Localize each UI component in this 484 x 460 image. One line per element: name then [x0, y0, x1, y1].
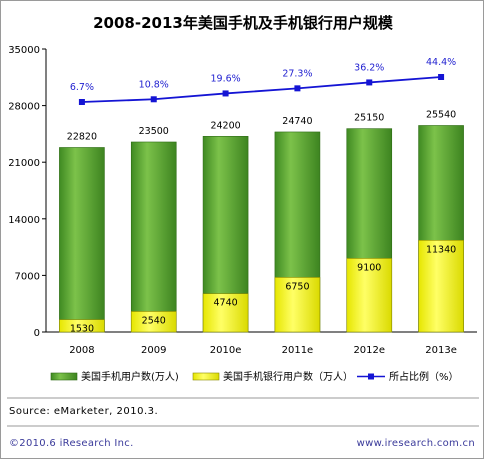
legend-label-banking-users: 美国手机银行用户数（万人） — [223, 370, 353, 383]
x-tick-label: 2012e — [353, 345, 385, 356]
x-tick-label: 2010e — [210, 345, 242, 356]
bar-banking-users — [59, 319, 105, 333]
data-label-mobile-users: 25150 — [354, 113, 384, 124]
legend-swatch-mobile-users — [50, 372, 78, 381]
legend-marker-ratio — [368, 373, 374, 380]
legend-swatch-banking-users — [192, 372, 220, 381]
data-label-ratio: 6.7% — [70, 82, 94, 93]
x-tick-labels: 2008 2009 2010e 2011e 2012e 2013e — [69, 345, 457, 356]
data-label-banking-users: 4740 — [213, 298, 237, 309]
axes — [45, 49, 477, 333]
bar-banking-users — [418, 240, 464, 333]
y-tick-label: 28000 — [8, 102, 40, 113]
data-label-ratio: 19.6% — [210, 73, 240, 84]
bar-banking-users — [130, 311, 177, 333]
y-tick-label: 35000 — [8, 45, 40, 56]
chart-title: 2008-2013年美国手机及手机银行用户规模 — [93, 14, 394, 32]
footer-url: www.iresearch.com.cn — [357, 438, 475, 449]
data-label-banking-users: 2540 — [142, 315, 166, 326]
data-label-ratio: 44.4% — [426, 57, 456, 68]
data-label-ratio: 36.2% — [354, 62, 384, 73]
bars: 22820 1530 23500 2540 24200 4740 24740 6750 2515… — [59, 109, 464, 335]
data-label-mobile-users: 22820 — [67, 131, 97, 142]
data-label-banking-users: 11340 — [426, 244, 456, 255]
source-note: Source: eMarketer, 2010.3. — [9, 406, 158, 417]
data-label-banking-users: 1530 — [70, 324, 94, 335]
bar-banking-users — [202, 293, 249, 333]
y-tick-label: 21000 — [8, 158, 40, 169]
ratio-point — [366, 79, 373, 86]
x-tick-label: 2009 — [141, 345, 166, 356]
bar-banking-users — [346, 258, 393, 333]
y-tick-label: 0 — [34, 328, 40, 339]
legend-label-ratio: 所占比例（%） — [389, 370, 459, 383]
data-label-banking-users: 6750 — [285, 281, 309, 292]
data-label-ratio: 27.3% — [282, 68, 312, 79]
bar-banking-users — [274, 277, 321, 333]
x-tick-label: 2011e — [282, 345, 314, 356]
ratio-line: 6.7% 10.8% 19.6% 27.3% 36.2% 44.4% — [70, 57, 456, 105]
ratio-point — [78, 99, 85, 105]
data-label-ratio: 10.8% — [139, 79, 169, 90]
data-label-banking-users: 9100 — [357, 262, 381, 273]
data-label-mobile-users: 23500 — [139, 126, 169, 137]
ratio-point — [438, 74, 445, 80]
y-tick-labels: 35000 28000 21000 14000 7000 0 — [8, 45, 46, 339]
legend-label-mobile-users: 美国手机用户数(万人) — [81, 370, 179, 383]
ratio-point — [294, 85, 301, 92]
x-tick-label: 2008 — [69, 345, 94, 356]
data-label-mobile-users: 24200 — [210, 120, 240, 131]
bar-mobile-users — [59, 147, 105, 333]
ratio-point — [222, 90, 229, 97]
ratio-line-path — [81, 76, 442, 103]
data-label-mobile-users: 25540 — [426, 109, 456, 120]
ratio-point — [150, 96, 157, 103]
footer-copyright: ©2010.6 iResearch Inc. — [9, 438, 134, 449]
x-tick-label: 2013e — [425, 345, 457, 356]
data-label-mobile-users: 24740 — [282, 116, 312, 127]
y-tick-label: 7000 — [15, 271, 40, 282]
y-tick-label: 14000 — [8, 215, 40, 226]
legend: 美国手机用户数(万人) 美国手机银行用户数（万人） 所占比例（%） — [50, 370, 459, 383]
bar-mobile-users — [130, 141, 177, 333]
